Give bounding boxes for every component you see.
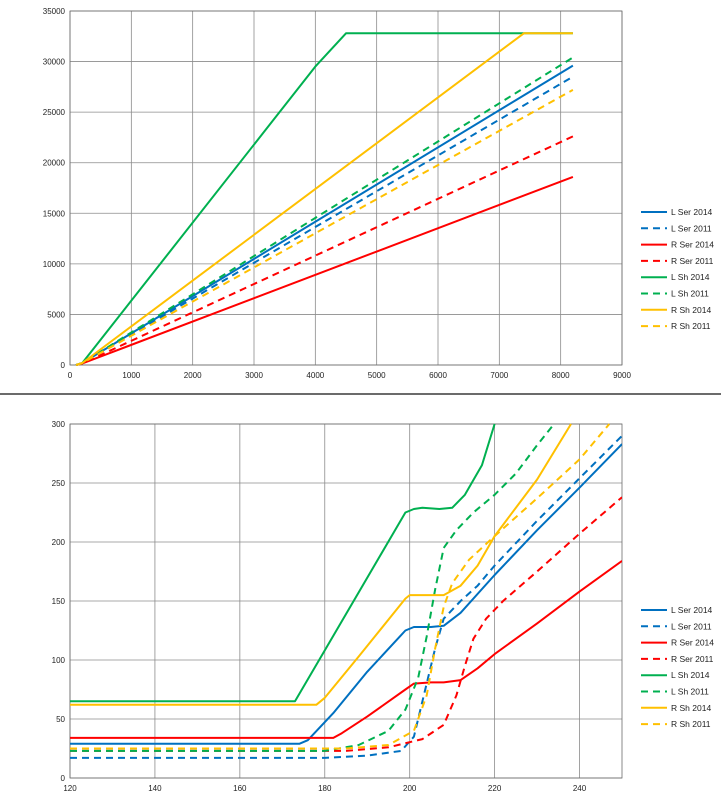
x-tick-label: 2000 [184, 371, 202, 380]
x-tick-label: 240 [573, 784, 587, 793]
legend-label: L Sh 2011 [671, 289, 709, 299]
x-tick-label: 9000 [613, 371, 631, 380]
series-line-r-sh-2011 [75, 89, 574, 366]
y-tick-label: 150 [52, 597, 66, 606]
x-tick-label: 1000 [122, 371, 140, 380]
y-tick-label: 200 [52, 538, 66, 547]
y-tick-label: 30000 [43, 58, 66, 67]
y-tick-label: 300 [52, 420, 66, 429]
legend-label: R Ser 2014 [671, 240, 714, 250]
plot-area-frame [69, 10, 623, 366]
x-tick-label: 5000 [368, 371, 386, 380]
legend: L Ser 2014 L Ser 2011 R Ser 2014 R Ser 2011… [641, 207, 714, 331]
series-line-r-sh-2014 [70, 423, 572, 706]
y-tick-label: 10000 [43, 260, 66, 269]
series-line-r-sh-2014 [75, 32, 573, 366]
legend-label: R Sh 2011 [671, 321, 711, 331]
y-tick-label: 5000 [47, 310, 65, 319]
y-tick-label: 0 [61, 774, 66, 783]
y-tick-label: 50 [56, 715, 65, 724]
legend-label: L Ser 2014 [671, 207, 713, 217]
x-tick-label: 160 [233, 784, 247, 793]
chart-top: 0 1000 2000 3000 4000 5000 6000 7000 8000 9000 0 50… [0, 0, 721, 392]
x-tick-label: 8000 [552, 371, 570, 380]
legend-label: L Ser 2014 [671, 605, 713, 615]
series-line-l-sh-2014 [70, 423, 496, 703]
x-tick-label: 180 [318, 784, 332, 793]
x-tick-label: 3000 [245, 371, 263, 380]
legend-label: L Ser 2011 [671, 621, 712, 631]
x-tick-label: 6000 [429, 371, 447, 380]
series-line-l-sh-2011 [70, 423, 555, 752]
legend: L Ser 2014 L Ser 2011 R Ser 2014 R Ser 2011… [641, 605, 714, 729]
y-tick-label: 15000 [43, 209, 66, 218]
y-tick-label: 25000 [43, 108, 66, 117]
plot-area-frame [69, 423, 623, 779]
y-tick-label: 20000 [43, 159, 66, 168]
series-line-r-ser-2011 [75, 135, 574, 366]
x-tick-label: 7000 [490, 371, 508, 380]
chart-top-svg: 0 1000 2000 3000 4000 5000 6000 7000 8000 9000 0 50… [43, 7, 715, 380]
chart-bottom: 120 140 160 180 200 220 240 0 50 100 150 200 250 300 L… [0, 398, 721, 804]
y-tick-label: 250 [52, 479, 66, 488]
series-line-l-sh-2011 [75, 56, 574, 366]
legend-label: L Sh 2014 [671, 670, 710, 680]
legend-label: R Sh 2014 [671, 703, 711, 713]
x-tick-label: 220 [488, 784, 502, 793]
series-group [75, 32, 574, 366]
series-line-r-ser-2011 [70, 496, 622, 752]
legend-label: R Ser 2011 [671, 256, 714, 266]
y-tick-label: 35000 [43, 7, 66, 16]
legend-label: R Ser 2011 [671, 654, 714, 664]
x-tick-label: 0 [68, 371, 73, 380]
series-line-r-ser-2014 [70, 560, 622, 739]
legend-label: R Sh 2011 [671, 719, 711, 729]
y-tick-label: 100 [52, 656, 66, 665]
panel-divider [0, 393, 721, 395]
series-line-r-sh-2011 [70, 423, 611, 750]
legend-label: L Sh 2011 [671, 687, 709, 697]
legend-label: L Sh 2014 [671, 272, 710, 282]
x-tick-label: 200 [403, 784, 417, 793]
legend-label: R Sh 2014 [671, 305, 711, 315]
series-line-l-sh-2014 [75, 32, 573, 366]
series-line-l-ser-2014 [70, 443, 622, 745]
series-group [70, 423, 622, 759]
x-tick-label: 140 [148, 784, 162, 793]
series-line-r-ser-2014 [75, 175, 574, 366]
legend-label: R Ser 2014 [671, 638, 714, 648]
x-tick-label: 4000 [306, 371, 324, 380]
x-tick-label: 120 [63, 784, 77, 793]
series-line-l-ser-2011 [70, 435, 622, 759]
y-tick-label: 0 [61, 361, 66, 370]
legend-label: L Ser 2011 [671, 223, 712, 233]
chart-bottom-svg: 120 140 160 180 200 220 240 0 50 100 150 200 250 300 L… [52, 420, 715, 793]
